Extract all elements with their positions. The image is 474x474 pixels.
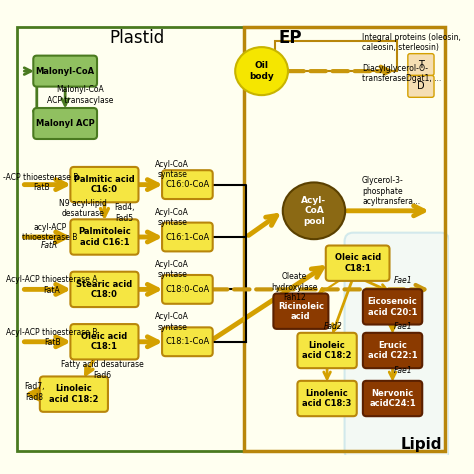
- Text: C16:1-CoA: C16:1-CoA: [165, 233, 210, 241]
- Text: Acyl-CoA
syntase: Acyl-CoA syntase: [155, 160, 189, 179]
- Text: Malonyl-CoA: Malonyl-CoA: [36, 67, 95, 76]
- FancyBboxPatch shape: [363, 333, 422, 368]
- Text: Fad4,
Fad5: Fad4, Fad5: [114, 203, 134, 223]
- Text: Linolenic
acid C18:3: Linolenic acid C18:3: [302, 389, 352, 408]
- Text: D: D: [417, 82, 425, 91]
- Text: Stearic acid
C18:0: Stearic acid C18:0: [76, 280, 133, 299]
- Text: Malonyl ACP: Malonyl ACP: [36, 119, 94, 128]
- Text: Fae1: Fae1: [394, 276, 413, 285]
- FancyBboxPatch shape: [363, 289, 422, 325]
- Text: Fatty acid desaturase
Fad6: Fatty acid desaturase Fad6: [61, 360, 144, 380]
- Ellipse shape: [235, 47, 288, 95]
- Text: Acyl-CoA
syntase: Acyl-CoA syntase: [155, 312, 189, 332]
- Text: T: T: [418, 60, 424, 70]
- Text: Palmitoleic
acid C16:1: Palmitoleic acid C16:1: [78, 228, 131, 246]
- FancyBboxPatch shape: [162, 275, 213, 304]
- Text: Fad2: Fad2: [324, 322, 343, 331]
- Text: Acyl-ACP thioesterase B
FatB: Acyl-ACP thioesterase B FatB: [6, 328, 98, 347]
- FancyBboxPatch shape: [363, 381, 422, 416]
- Text: Ricinoleic
acid: Ricinoleic acid: [278, 301, 324, 321]
- FancyBboxPatch shape: [408, 75, 434, 97]
- FancyBboxPatch shape: [71, 167, 138, 202]
- Ellipse shape: [283, 182, 345, 239]
- Text: Plastid: Plastid: [109, 29, 165, 47]
- Text: Erucic
acid C22:1: Erucic acid C22:1: [368, 341, 418, 360]
- FancyBboxPatch shape: [71, 272, 138, 307]
- Text: Acyl-CoA
syntase: Acyl-CoA syntase: [155, 260, 189, 280]
- Text: C18:0-CoA: C18:0-CoA: [165, 285, 210, 294]
- Text: Glycerol-3-
phosphate
acyltransfera...: Glycerol-3- phosphate acyltransfera...: [362, 176, 420, 206]
- Text: Fad7,
Fad8: Fad7, Fad8: [24, 382, 45, 401]
- FancyBboxPatch shape: [297, 381, 357, 416]
- Text: Oleate
hydroxylase
Fah12: Oleate hydroxylase Fah12: [271, 272, 318, 302]
- Text: Acyl-
CoA
pool: Acyl- CoA pool: [301, 196, 327, 226]
- Text: Oleic acid
C18:1: Oleic acid C18:1: [335, 254, 381, 273]
- FancyBboxPatch shape: [162, 328, 213, 356]
- FancyBboxPatch shape: [162, 170, 213, 199]
- Text: C18:1-CoA: C18:1-CoA: [165, 337, 210, 346]
- FancyBboxPatch shape: [297, 333, 357, 368]
- Text: Ν9 acyl-lipid
desaturase: Ν9 acyl-lipid desaturase: [59, 199, 107, 219]
- FancyBboxPatch shape: [408, 54, 434, 75]
- Text: C16:0-CoA: C16:0-CoA: [165, 180, 210, 189]
- FancyBboxPatch shape: [345, 233, 449, 460]
- Text: acyl-ACP
thioesterase B: acyl-ACP thioesterase B: [22, 223, 78, 242]
- Text: Nervonic
acidC24:1: Nervonic acidC24:1: [369, 389, 416, 408]
- Text: Fae1: Fae1: [394, 365, 413, 374]
- FancyBboxPatch shape: [71, 324, 138, 359]
- Text: Oleic acid
C18:1: Oleic acid C18:1: [82, 332, 128, 351]
- Text: FatR: FatR: [41, 241, 58, 250]
- FancyBboxPatch shape: [71, 219, 138, 255]
- Text: Acyl-ACP thioesterase A
FatA: Acyl-ACP thioesterase A FatA: [6, 275, 98, 295]
- Text: -ACP thioesterase B
FatB: -ACP thioesterase B FatB: [3, 173, 79, 192]
- Text: Lipid: Lipid: [400, 437, 442, 452]
- Text: EP: EP: [278, 29, 302, 47]
- FancyBboxPatch shape: [33, 55, 97, 87]
- FancyBboxPatch shape: [33, 108, 97, 139]
- Text: Diacylglycerol-O-
transferaseDgat1, ...: Diacylglycerol-O- transferaseDgat1, ...: [362, 64, 441, 83]
- FancyBboxPatch shape: [326, 246, 390, 281]
- FancyBboxPatch shape: [40, 376, 108, 412]
- Text: Malonyl-CoA
ACP transacylase: Malonyl-CoA ACP transacylase: [47, 85, 114, 105]
- Text: Fae1: Fae1: [394, 322, 413, 331]
- FancyBboxPatch shape: [273, 293, 328, 329]
- Text: Acyl-CoA
syntase: Acyl-CoA syntase: [155, 208, 189, 227]
- FancyBboxPatch shape: [162, 223, 213, 251]
- Text: Oil
body: Oil body: [249, 62, 274, 81]
- Text: Palmitic acid
C16:0: Palmitic acid C16:0: [74, 175, 135, 194]
- Text: Integral proteins (oleosin,
caleosin, sterleosin): Integral proteins (oleosin, caleosin, st…: [362, 33, 461, 53]
- Text: Eicosenoic
acid C20:1: Eicosenoic acid C20:1: [368, 297, 418, 317]
- Text: Linoleic
acid C18:2: Linoleic acid C18:2: [49, 384, 99, 404]
- Text: Linoleic
acid C18:2: Linoleic acid C18:2: [302, 341, 352, 360]
